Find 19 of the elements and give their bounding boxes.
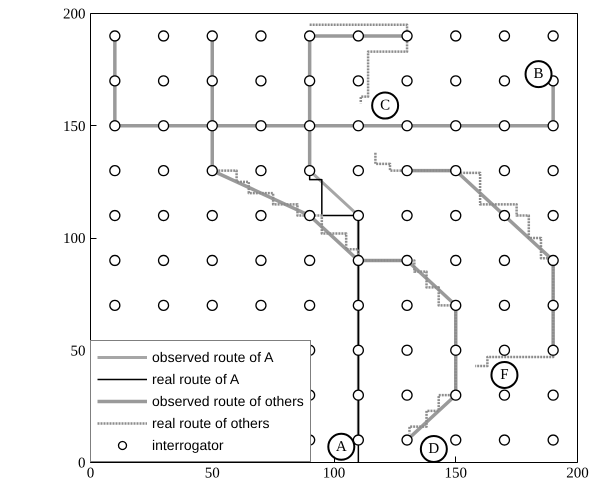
annotation: B xyxy=(534,66,544,82)
annotation: F xyxy=(500,366,509,383)
x-tick-label: 50 xyxy=(204,466,220,482)
legend-label: real route of A xyxy=(152,371,240,387)
x-tick-label: 150 xyxy=(444,466,467,482)
legend-label: observed route of A xyxy=(152,349,274,365)
y-tick-label: 200 xyxy=(63,6,86,22)
legend-label: interrogator xyxy=(152,437,224,453)
annotation: A xyxy=(336,438,347,455)
y-tick-label: 0 xyxy=(78,456,86,472)
legend-label: observed route of others xyxy=(152,393,304,409)
annotation: C xyxy=(380,98,390,114)
y-tick-label: 50 xyxy=(70,343,86,360)
annotation: D xyxy=(428,441,440,458)
y-tick-label: 150 xyxy=(63,118,86,135)
legend-label: real route of others xyxy=(152,415,270,431)
y-tick-label: 100 xyxy=(63,231,86,247)
x-tick-label: 100 xyxy=(322,466,346,482)
x-tick-label: 200 xyxy=(566,466,589,482)
